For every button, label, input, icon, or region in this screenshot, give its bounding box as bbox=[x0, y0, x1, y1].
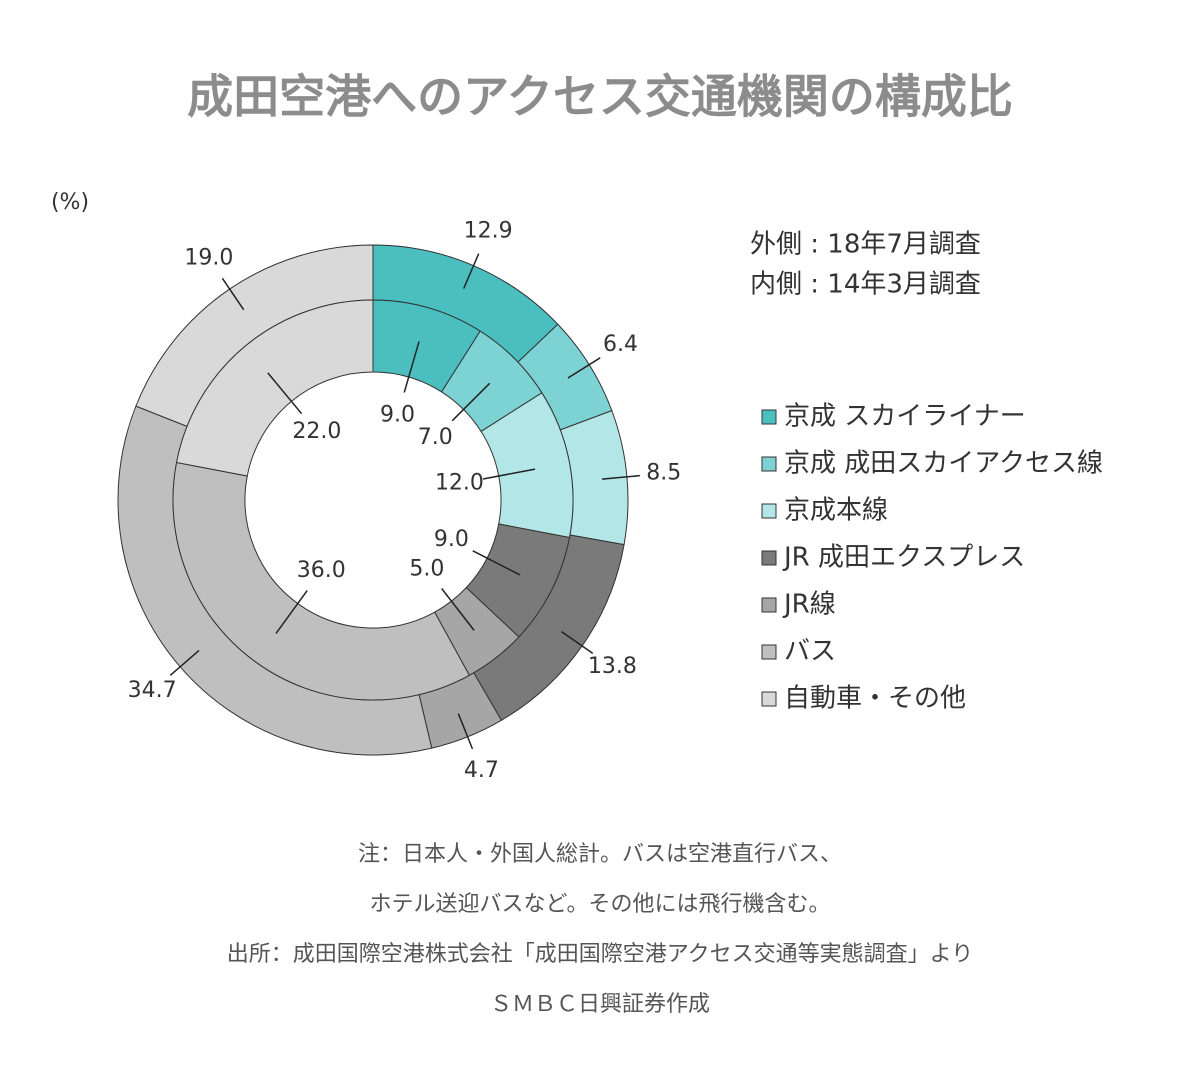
series-label: 内側 : 14年3月調査 bbox=[750, 270, 981, 300]
leader-line bbox=[482, 468, 536, 480]
leader-line bbox=[441, 588, 475, 631]
value-label: 9.0 bbox=[380, 402, 415, 427]
legend-label: JR 成田エクスプレス bbox=[782, 543, 1025, 573]
value-label: 4.7 bbox=[464, 758, 499, 783]
leader-line bbox=[267, 372, 303, 415]
leader-line bbox=[462, 253, 480, 289]
note: ホテル送迎バスなど。その他には飛行機含む。 bbox=[370, 892, 831, 917]
legend-swatch bbox=[761, 691, 777, 707]
legend-swatch bbox=[761, 456, 777, 472]
legend-swatch bbox=[761, 503, 777, 519]
leader-line bbox=[403, 341, 420, 393]
legend-label: バス bbox=[784, 637, 836, 667]
leader-line bbox=[561, 631, 594, 655]
donut-segment bbox=[175, 299, 374, 477]
legend-label: 京成 成田スカイアクセス線 bbox=[784, 449, 1103, 479]
note: 出所：成田国際空港株式会社「成田国際空港アクセス交通等実態調査」より bbox=[227, 942, 973, 967]
leader-line bbox=[601, 474, 640, 480]
value-label: 12.0 bbox=[435, 471, 484, 496]
leader-line bbox=[169, 649, 200, 676]
legend-swatch bbox=[761, 597, 777, 613]
leader-line bbox=[567, 357, 601, 379]
value-label: 34.7 bbox=[128, 678, 177, 703]
leader-line bbox=[451, 382, 491, 422]
legend-swatch bbox=[761, 409, 777, 425]
leader-line bbox=[275, 590, 308, 634]
value-label: 5.0 bbox=[409, 557, 444, 582]
donut-segment bbox=[172, 461, 471, 701]
value-label: 19.0 bbox=[184, 245, 233, 270]
value-label: 8.5 bbox=[646, 460, 681, 485]
leader-line bbox=[457, 713, 474, 750]
unit-label: (%) bbox=[51, 190, 89, 215]
legend-label: 京成本線 bbox=[784, 496, 888, 526]
leader-line bbox=[472, 550, 521, 576]
value-label: 6.4 bbox=[603, 332, 638, 357]
value-label: 36.0 bbox=[297, 558, 346, 583]
chart-title: 成田空港へのアクセス交通機関の構成比 bbox=[187, 70, 1013, 124]
legend-swatch bbox=[761, 550, 777, 566]
note: ＳＭＢＣ日興証券作成 bbox=[490, 992, 710, 1017]
legend-label: 自動車・その他 bbox=[784, 684, 966, 714]
series-label: 外側 : 18年7月調査 bbox=[750, 230, 981, 260]
value-label: 12.9 bbox=[464, 219, 513, 244]
value-label: 22.0 bbox=[292, 419, 341, 444]
note: 注：日本人・外国人総計。バスは空港直行バス、 bbox=[358, 842, 842, 867]
legend-label: JR線 bbox=[782, 590, 836, 620]
leader-line bbox=[221, 277, 245, 311]
value-label: 9.0 bbox=[434, 527, 469, 552]
legend-label: 京成 スカイライナー bbox=[784, 402, 1026, 432]
legend-swatch bbox=[761, 644, 777, 660]
value-label: 13.8 bbox=[588, 654, 637, 679]
value-label: 7.0 bbox=[418, 425, 453, 450]
